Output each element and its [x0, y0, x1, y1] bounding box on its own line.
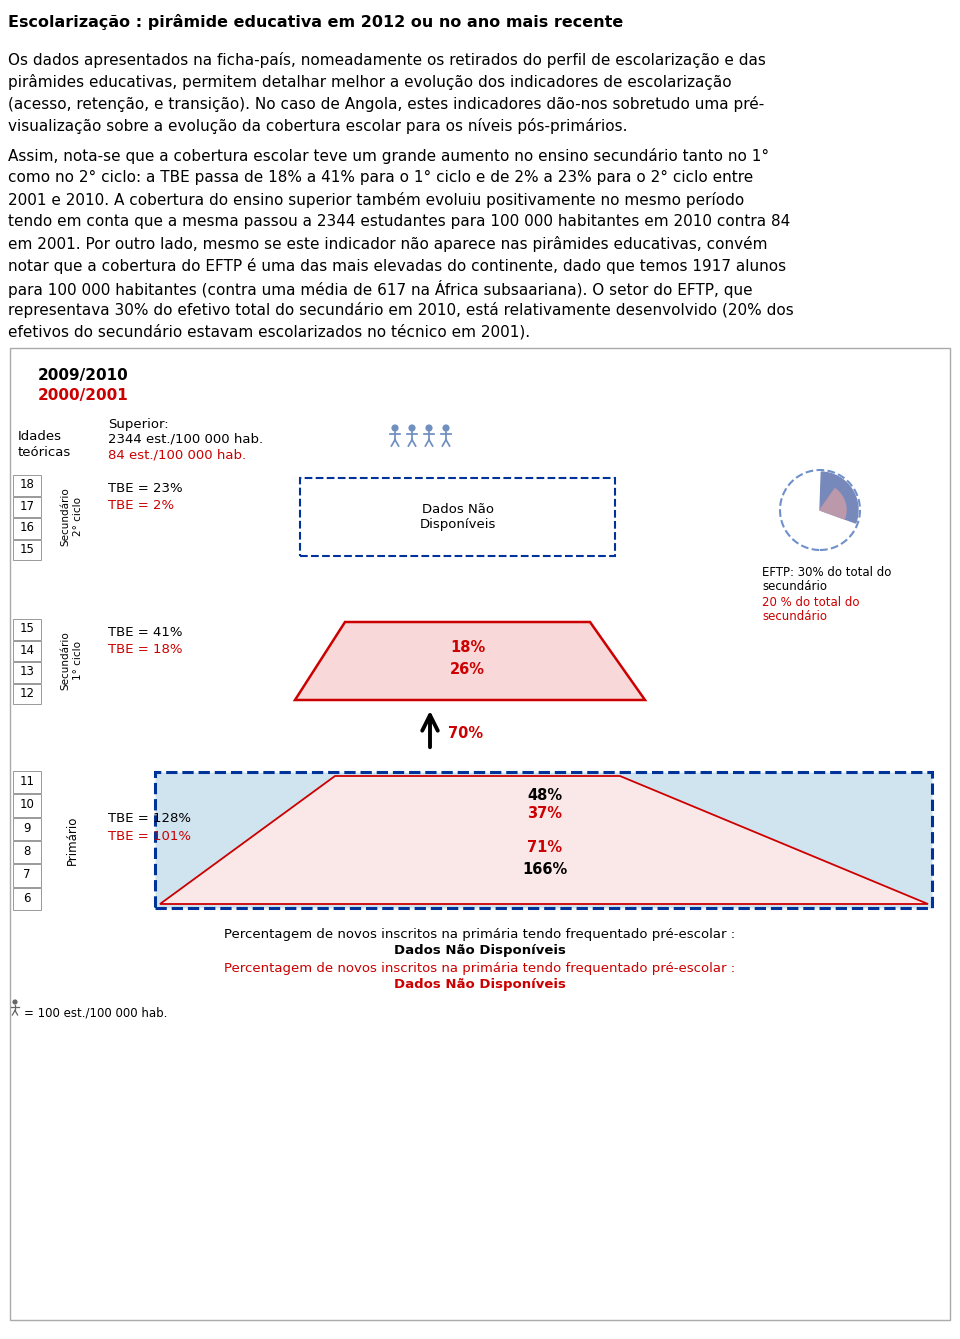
Text: 84 est./100 000 hab.: 84 est./100 000 hab. — [108, 449, 246, 461]
Text: 2000/2001: 2000/2001 — [38, 388, 129, 403]
Text: 9: 9 — [23, 822, 31, 834]
Bar — [13, 619, 41, 640]
Bar — [13, 818, 41, 840]
Text: 11: 11 — [19, 775, 35, 789]
Text: Assim, nota-se que a cobertura escolar teve um grande aumento no ensino secundár: Assim, nota-se que a cobertura escolar t… — [8, 149, 769, 163]
Text: TBE = 18%: TBE = 18% — [108, 643, 182, 656]
Wedge shape — [820, 473, 858, 524]
Text: 12: 12 — [19, 687, 35, 700]
Text: 71%: 71% — [527, 840, 563, 856]
Text: 16: 16 — [19, 521, 35, 534]
Polygon shape — [160, 777, 928, 904]
Polygon shape — [295, 623, 645, 700]
Bar — [13, 475, 41, 495]
Text: 15: 15 — [19, 623, 35, 635]
Text: (acesso, retenção, e transição). No caso de Angola, estes indicadores dão-nos so: (acesso, retenção, e transição). No caso… — [8, 96, 764, 112]
Circle shape — [425, 424, 433, 431]
Circle shape — [12, 999, 17, 1004]
Text: Dados Não Disponíveis: Dados Não Disponíveis — [394, 944, 566, 957]
Text: 2344 est./100 000 hab.: 2344 est./100 000 hab. — [108, 432, 263, 445]
Text: 37%: 37% — [527, 806, 563, 821]
Bar — [13, 683, 41, 704]
Text: teóricas: teóricas — [18, 446, 71, 459]
Text: 166%: 166% — [522, 862, 567, 877]
Text: efetivos do secundário estavam escolarizados no técnico em 2001).: efetivos do secundário estavam escolariz… — [8, 324, 530, 340]
Bar — [13, 888, 41, 911]
Text: 14: 14 — [19, 644, 35, 656]
Text: Superior:: Superior: — [108, 418, 169, 431]
Text: 6: 6 — [23, 892, 31, 905]
Text: visualização sobre a evolução da cobertura escolar para os níveis pós-primários.: visualização sobre a evolução da cobertu… — [8, 118, 628, 134]
Text: TBE = 23%: TBE = 23% — [108, 482, 182, 495]
Text: Percentagem de novos inscritos na primária tendo frequentado pré-escolar :: Percentagem de novos inscritos na primár… — [225, 961, 735, 975]
Circle shape — [392, 424, 398, 431]
Text: Dados Não
Disponíveis: Dados Não Disponíveis — [420, 503, 495, 532]
Text: 15: 15 — [19, 542, 35, 556]
Text: 13: 13 — [19, 665, 35, 679]
Text: 10: 10 — [19, 798, 35, 811]
Text: pirâmides educativas, permitem detalhar melhor a evolução dos indicadores de esc: pirâmides educativas, permitem detalhar … — [8, 74, 732, 90]
Text: 48%: 48% — [527, 787, 563, 803]
Text: Secundário
2° ciclo: Secundário 2° ciclo — [60, 487, 84, 546]
Text: Secundário
1° ciclo: Secundário 1° ciclo — [60, 632, 84, 691]
Text: tendo em conta que a mesma passou a 2344 estudantes para 100 000 habitantes em 2: tendo em conta que a mesma passou a 2344… — [8, 214, 790, 229]
Text: TBE = 101%: TBE = 101% — [108, 830, 191, 844]
Text: 8: 8 — [23, 845, 31, 858]
Bar — [13, 661, 41, 683]
Text: secundário: secundário — [762, 580, 827, 593]
Text: 17: 17 — [19, 499, 35, 513]
Circle shape — [443, 424, 449, 431]
Bar — [13, 497, 41, 517]
Text: notar que a cobertura do EFTP é uma das mais elevadas do continente, dado que te: notar que a cobertura do EFTP é uma das … — [8, 258, 786, 274]
Text: secundário: secundário — [762, 611, 827, 623]
Text: 18%: 18% — [450, 640, 485, 655]
Text: 2009/2010: 2009/2010 — [38, 368, 129, 383]
Circle shape — [408, 424, 416, 431]
Bar — [13, 794, 41, 817]
Text: EFTP: 30% do total do: EFTP: 30% do total do — [762, 566, 892, 578]
Text: 70%: 70% — [448, 726, 483, 740]
Bar — [13, 518, 41, 538]
Text: em 2001. Por outro lado, mesmo se este indicador não aparece nas pirâmides educa: em 2001. Por outro lado, mesmo se este i… — [8, 236, 767, 252]
Text: 2001 e 2010. A cobertura do ensino superior também evoluiu positivamente no mesm: 2001 e 2010. A cobertura do ensino super… — [8, 191, 744, 208]
Text: Idades: Idades — [18, 430, 62, 443]
Text: TBE = 41%: TBE = 41% — [108, 627, 182, 639]
Bar — [13, 640, 41, 661]
Text: 26%: 26% — [450, 661, 485, 678]
Text: Percentagem de novos inscritos na primária tendo frequentado pré-escolar :: Percentagem de novos inscritos na primár… — [225, 928, 735, 941]
Text: TBE = 2%: TBE = 2% — [108, 499, 174, 511]
Text: 7: 7 — [23, 869, 31, 881]
Text: Os dados apresentados na ficha-país, nomeadamente os retirados do perfil de esco: Os dados apresentados na ficha-país, nom… — [8, 52, 766, 68]
Text: = 100 est./100 000 hab.: = 100 est./100 000 hab. — [24, 1006, 167, 1019]
Bar — [10, 348, 950, 1320]
Text: 18: 18 — [19, 478, 35, 491]
Text: 20 % do total do: 20 % do total do — [762, 596, 859, 609]
Text: Escolarização : pirâmide educativa em 2012 ou no ano mais recente: Escolarização : pirâmide educativa em 20… — [8, 13, 623, 29]
Bar — [13, 841, 41, 864]
Text: TBE = 128%: TBE = 128% — [108, 811, 191, 825]
Bar — [13, 865, 41, 886]
Wedge shape — [820, 489, 846, 520]
Text: como no 2° ciclo: a TBE passa de 18% a 41% para o 1° ciclo e de 2% a 23% para o : como no 2° ciclo: a TBE passa de 18% a 4… — [8, 170, 754, 185]
Bar — [13, 540, 41, 560]
Polygon shape — [155, 773, 932, 908]
Text: representava 30% do efetivo total do secundário em 2010, está relativamente dese: representava 30% do efetivo total do sec… — [8, 303, 794, 317]
Bar — [300, 478, 615, 556]
Text: Dados Não Disponíveis: Dados Não Disponíveis — [394, 977, 566, 991]
Text: para 100 000 habitantes (contra uma média de 617 na África subsaariana). O setor: para 100 000 habitantes (contra uma médi… — [8, 280, 753, 299]
Text: Primário: Primário — [65, 815, 79, 865]
Bar — [13, 771, 41, 793]
